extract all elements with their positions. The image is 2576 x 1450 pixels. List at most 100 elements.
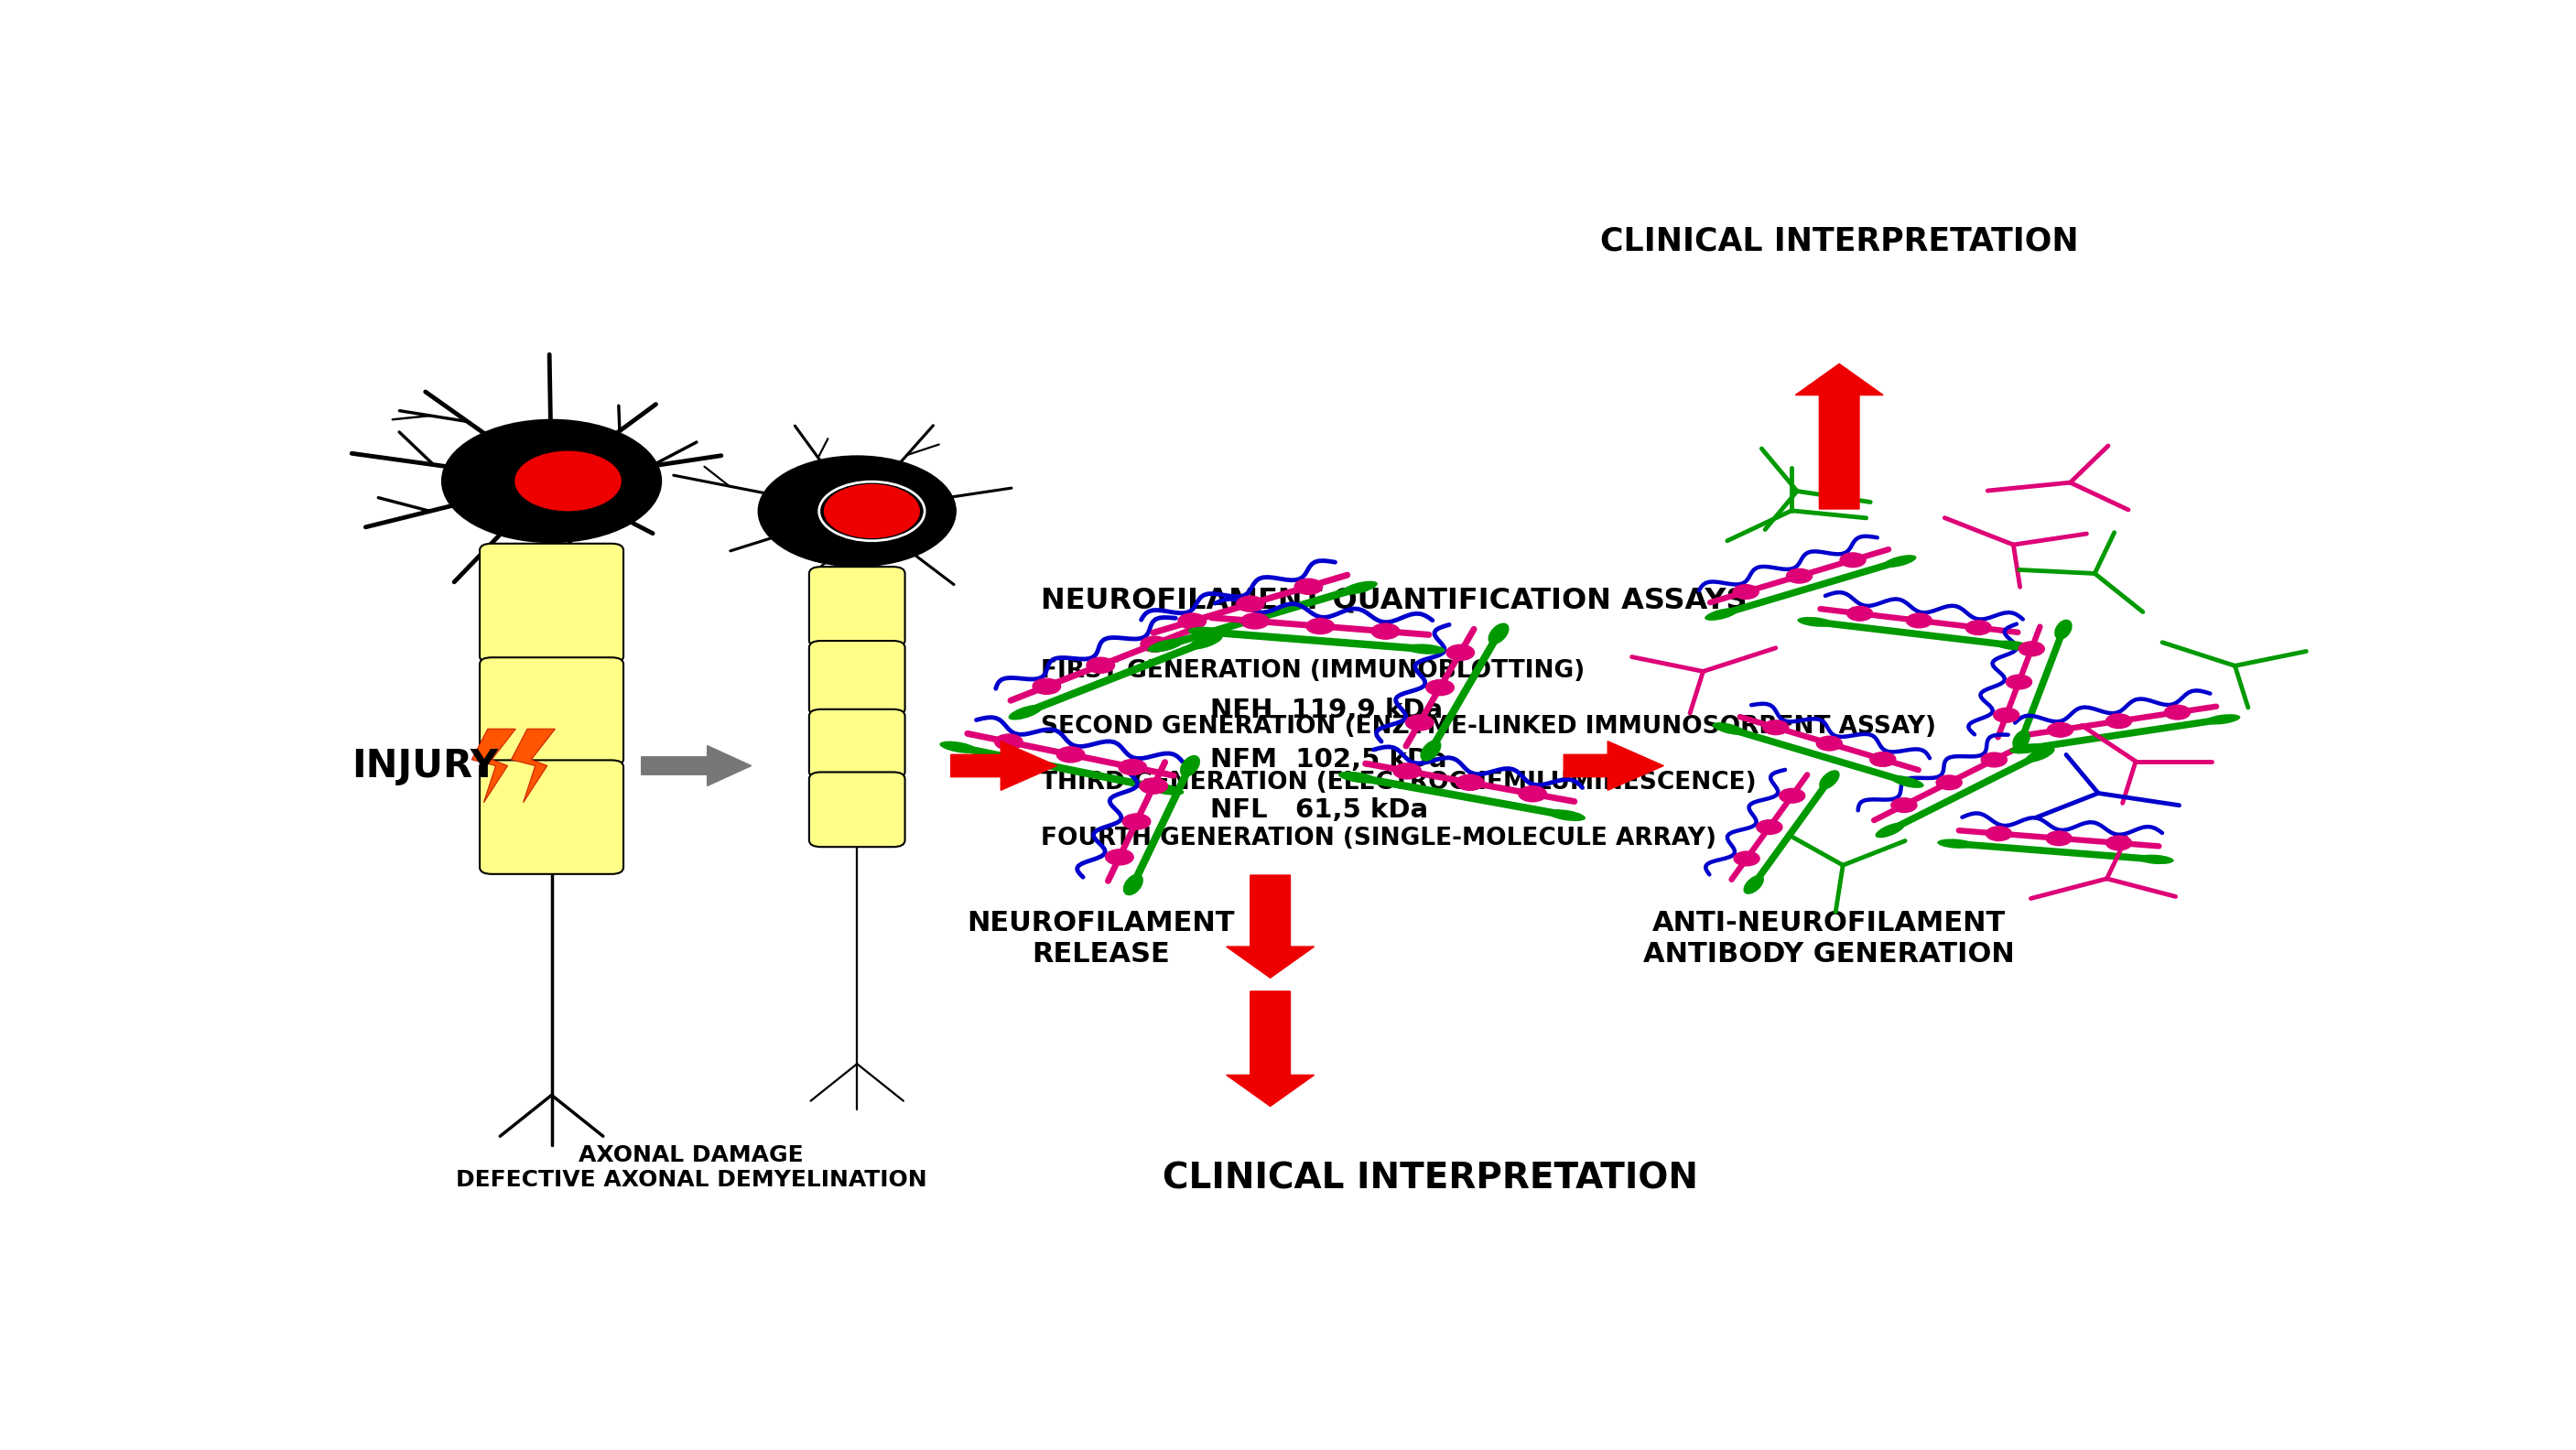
Polygon shape	[510, 729, 556, 803]
Ellipse shape	[1489, 624, 1510, 644]
Ellipse shape	[1123, 874, 1144, 896]
FancyBboxPatch shape	[809, 709, 904, 779]
Ellipse shape	[1937, 840, 1973, 848]
Circle shape	[2048, 722, 2074, 737]
Ellipse shape	[2205, 715, 2241, 725]
Ellipse shape	[940, 741, 979, 754]
Polygon shape	[1226, 992, 1314, 1106]
Circle shape	[1177, 613, 1206, 629]
Circle shape	[2020, 642, 2045, 655]
Circle shape	[1762, 721, 1788, 735]
Polygon shape	[1564, 741, 1664, 790]
Ellipse shape	[1146, 638, 1185, 653]
Circle shape	[1734, 851, 1759, 866]
Ellipse shape	[1819, 770, 1839, 789]
Text: INJURY: INJURY	[353, 747, 497, 784]
Ellipse shape	[1713, 722, 1747, 735]
Circle shape	[1370, 624, 1399, 639]
FancyBboxPatch shape	[479, 657, 623, 766]
Text: THIRD GENERATION (ELECTROCHEMILUMINESCENCE): THIRD GENERATION (ELECTROCHEMILUMINESCEN…	[1041, 770, 1757, 795]
Ellipse shape	[1548, 809, 1584, 821]
Circle shape	[1788, 568, 1811, 583]
Circle shape	[2045, 831, 2071, 845]
Circle shape	[1105, 850, 1133, 866]
Ellipse shape	[1188, 634, 1224, 650]
Circle shape	[1123, 813, 1151, 829]
Text: ANTI-NEUROFILAMENT
ANTIBODY GENERATION: ANTI-NEUROFILAMENT ANTIBODY GENERATION	[1643, 911, 2014, 967]
Text: CLINICAL INTERPRETATION: CLINICAL INTERPRETATION	[1600, 225, 2079, 257]
Text: NEUROFILAMENT
RELEASE: NEUROFILAMENT RELEASE	[966, 911, 1234, 967]
Circle shape	[1394, 763, 1422, 779]
Circle shape	[1033, 679, 1061, 695]
Circle shape	[1455, 774, 1484, 790]
Polygon shape	[951, 741, 1056, 790]
Ellipse shape	[2025, 747, 2056, 763]
Ellipse shape	[1994, 641, 2030, 651]
Circle shape	[1242, 613, 1270, 629]
Text: NEUROFILAMENT QUANTIFICATION ASSAYS: NEUROFILAMENT QUANTIFICATION ASSAYS	[1041, 586, 1747, 615]
Circle shape	[1306, 618, 1334, 634]
Polygon shape	[1226, 876, 1314, 977]
Ellipse shape	[2012, 729, 2030, 750]
Circle shape	[440, 419, 662, 542]
Circle shape	[824, 484, 920, 538]
Ellipse shape	[1891, 776, 1924, 787]
Circle shape	[1839, 552, 1865, 567]
Circle shape	[1981, 753, 2007, 767]
Ellipse shape	[1340, 771, 1376, 783]
Ellipse shape	[1342, 581, 1378, 595]
Text: SECOND GENERATION (ENZYME-LINKED IMMUNOSORBENT ASSAY): SECOND GENERATION (ENZYME-LINKED IMMUNOS…	[1041, 715, 1937, 738]
Ellipse shape	[1744, 874, 1765, 895]
FancyBboxPatch shape	[809, 641, 904, 716]
Circle shape	[1965, 621, 1991, 635]
Circle shape	[1757, 819, 1783, 834]
Ellipse shape	[1146, 783, 1185, 795]
Circle shape	[1118, 760, 1146, 774]
Circle shape	[1139, 779, 1167, 793]
Ellipse shape	[1419, 740, 1443, 761]
Ellipse shape	[2138, 854, 2174, 864]
Circle shape	[994, 734, 1023, 750]
Circle shape	[1520, 786, 1546, 802]
Text: AXONAL DAMAGE
DEFECTIVE AXONAL DEMYELINATION: AXONAL DAMAGE DEFECTIVE AXONAL DEMYELINA…	[456, 1144, 927, 1192]
Ellipse shape	[2009, 744, 2045, 754]
Ellipse shape	[1883, 555, 1917, 567]
Text: NFL   61,5 kDa: NFL 61,5 kDa	[1211, 798, 1427, 824]
Polygon shape	[471, 729, 515, 803]
Text: FOURTH GENERATION (SINGLE-MOLECULE ARRAY): FOURTH GENERATION (SINGLE-MOLECULE ARRAY…	[1041, 826, 1716, 850]
Circle shape	[2164, 705, 2190, 719]
Text: NFM  102,5 kDa: NFM 102,5 kDa	[1211, 747, 1448, 773]
Ellipse shape	[1875, 822, 1904, 838]
Ellipse shape	[1180, 755, 1200, 777]
Ellipse shape	[1705, 608, 1739, 621]
FancyBboxPatch shape	[479, 544, 623, 663]
Ellipse shape	[1188, 626, 1229, 637]
FancyBboxPatch shape	[479, 760, 623, 874]
Ellipse shape	[1406, 644, 1445, 654]
Ellipse shape	[1007, 705, 1043, 721]
Ellipse shape	[1798, 616, 1834, 626]
FancyBboxPatch shape	[809, 771, 904, 847]
Ellipse shape	[2053, 619, 2071, 639]
Circle shape	[757, 455, 956, 567]
Text: CLINICAL INTERPRETATION: CLINICAL INTERPRETATION	[1162, 1161, 1698, 1196]
Circle shape	[1406, 715, 1435, 731]
Circle shape	[1427, 680, 1453, 696]
Circle shape	[1847, 606, 1873, 621]
Circle shape	[1780, 789, 1806, 803]
Circle shape	[1986, 826, 2012, 841]
Circle shape	[1994, 708, 2020, 722]
Polygon shape	[641, 745, 752, 786]
Circle shape	[1056, 747, 1084, 763]
Text: FIRST GENERATION (IMMUNOBLOTTING): FIRST GENERATION (IMMUNOBLOTTING)	[1041, 658, 1584, 683]
Circle shape	[1937, 776, 1963, 790]
Circle shape	[515, 451, 621, 510]
Text: NFH  119,9 kDa: NFH 119,9 kDa	[1211, 697, 1443, 722]
Circle shape	[2107, 835, 2133, 850]
Circle shape	[1870, 753, 1896, 767]
Circle shape	[1816, 737, 1842, 751]
Circle shape	[1734, 584, 1759, 599]
Circle shape	[1141, 637, 1170, 652]
Circle shape	[1236, 596, 1265, 612]
Circle shape	[1296, 579, 1321, 595]
